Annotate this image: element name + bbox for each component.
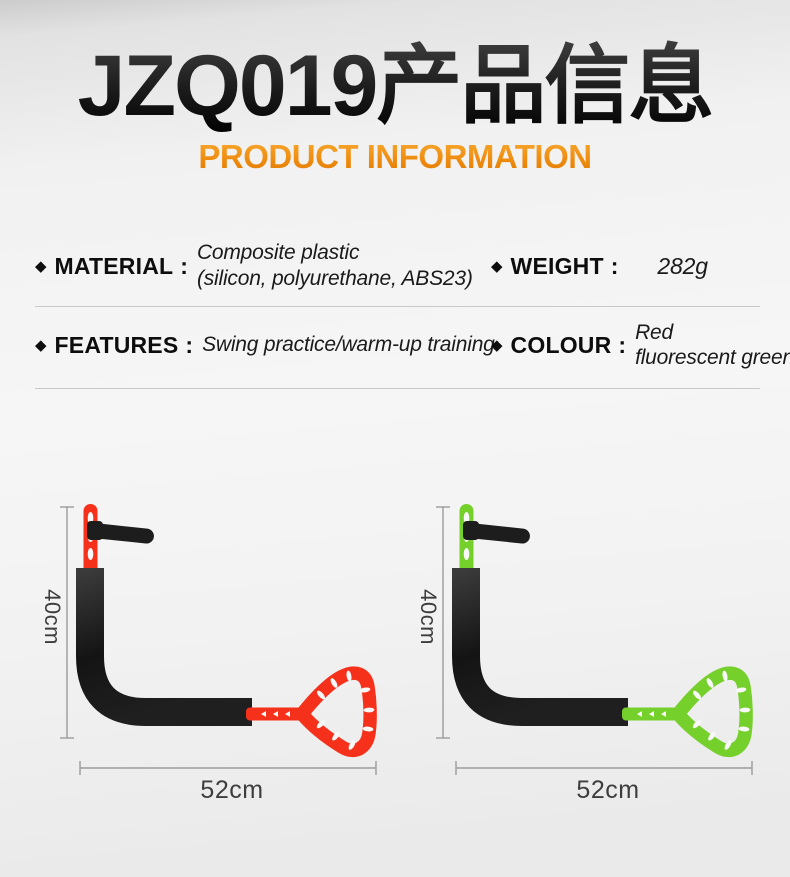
diamond-bullet-icon: ◆ [35, 336, 47, 354]
handle-holes [692, 670, 751, 750]
spec-colon: : [185, 331, 194, 358]
spec-value-line: fluorescent green [635, 346, 790, 370]
spec-colon: : [618, 331, 627, 358]
strap-clip [463, 520, 530, 544]
spec-material-label: MATERIAL [54, 252, 174, 279]
foam-tube [76, 567, 252, 726]
product-illustration-red [60, 503, 377, 775]
height-dimension-line [60, 506, 74, 739]
diamond-bullet-icon: ◆ [35, 257, 47, 275]
diamond-bullet-icon: ◆ [491, 336, 503, 354]
foam-tube [452, 567, 628, 726]
product-illustration-green [436, 503, 753, 775]
spec-row-2: ◆ FEATURES : Swing practice/warm-up trai… [35, 307, 790, 389]
spec-colour-label: COLOUR [510, 331, 612, 358]
spec-value-line: 282g [657, 253, 708, 280]
diamond-bullet-icon: ◆ [491, 257, 503, 275]
width-dimension-line [79, 760, 377, 775]
spec-value-line: Composite plastic [196, 241, 360, 265]
spec-colon: : [180, 252, 188, 279]
product-figures: 40cm 52cm [40, 486, 790, 826]
spec-material: ◆ MATERIAL : Composite plastic (silicon,… [35, 240, 491, 291]
connector-shaft [622, 707, 682, 721]
spec-colour-value: Red fluorescent green [635, 320, 790, 371]
connector-shaft [246, 707, 306, 721]
page-subtitle: PRODUCT INFORMATION [0, 138, 790, 176]
spec-features: ◆ FEATURES : Swing practice/warm-up trai… [35, 331, 495, 359]
spec-value-line: Swing practice/warm-up training [202, 333, 495, 357]
spec-colon: : [610, 252, 619, 279]
spec-value-line: (silicon, polyurethane, ABS23) [196, 267, 473, 291]
spec-table: ◆ MATERIAL : Composite plastic (silicon,… [35, 232, 790, 389]
width-dimension-line [455, 760, 753, 775]
header: JZQ019产品信息 PRODUCT INFORMATION [0, 0, 790, 176]
height-dimension-label: 40cm [40, 589, 65, 645]
spec-weight-value: 282g [657, 252, 708, 280]
spec-colour: ◆ COLOUR : Red fluorescent green [491, 320, 790, 371]
triangle-handle [671, 666, 753, 757]
spec-features-label: FEATURES [54, 331, 179, 358]
product-green: 40cm 52cm [416, 486, 776, 826]
strap-clip [87, 520, 154, 544]
width-dimension-label: 52cm [576, 775, 640, 804]
product-red: 40cm 52cm [40, 486, 400, 826]
height-dimension-label: 40cm [416, 589, 441, 645]
handle-holes [316, 670, 375, 750]
width-dimension-label: 52cm [200, 775, 264, 804]
spec-row-1: ◆ MATERIAL : Composite plastic (silicon,… [35, 232, 760, 307]
height-dimension-line [436, 506, 450, 739]
triangle-handle [295, 666, 377, 757]
page-title: JZQ019产品信息 [0, 36, 790, 137]
spec-material-value: Composite plastic (silicon, polyurethane… [197, 240, 473, 291]
spec-weight: ◆ WEIGHT : 282g [491, 252, 760, 280]
spec-features-value: Swing practice/warm-up training [202, 332, 495, 358]
spec-weight-label: WEIGHT [510, 252, 604, 279]
spec-value-line: Red [635, 320, 674, 344]
